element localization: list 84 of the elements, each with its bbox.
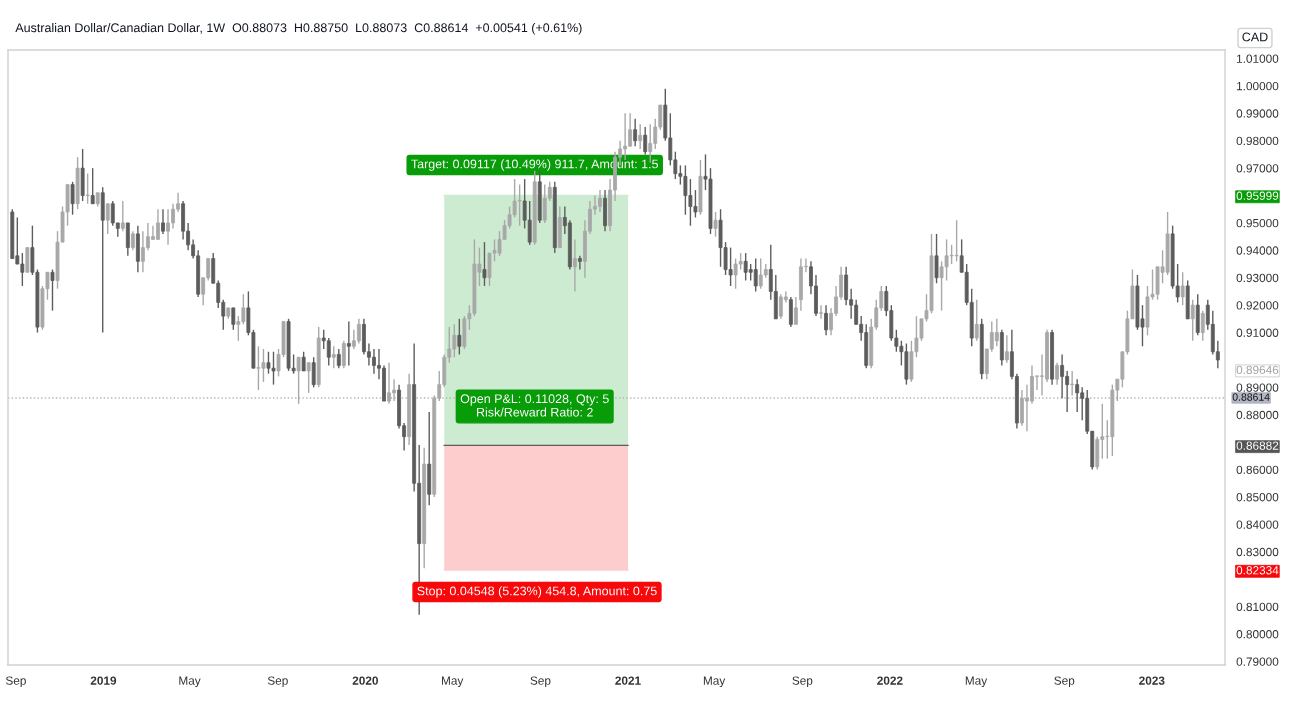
candlestick	[713, 211, 718, 238]
y-tick-label: 0.92000	[1236, 301, 1279, 310]
y-tick-label: 0.98000	[1236, 136, 1279, 146]
candlestick	[130, 230, 135, 252]
candlestick	[1180, 271, 1185, 306]
x-tick-label: May	[965, 676, 988, 688]
y-tick-label: 0.91000	[1236, 328, 1279, 337]
y-tick-label: 0.79000	[1236, 657, 1279, 666]
y-tick-label: 0.93000	[1236, 273, 1279, 283]
x-tick-label: May	[441, 676, 464, 688]
x-tick-label: 2019	[90, 676, 117, 685]
candlestick	[1190, 298, 1195, 342]
candlestick	[331, 345, 336, 369]
candlestick	[994, 318, 999, 347]
y-tick-label: 0.95000	[1236, 218, 1279, 228]
chart-title: Australian Dollar/Canadian Dollar, 1W O0.88073 H0.88750 L0.88073 C0.88614 +0.00541 (+0.61%)	[15, 22, 582, 35]
candlestick	[819, 304, 823, 320]
candlestick	[341, 340, 346, 369]
y-tick-label: 0.84000	[1236, 520, 1279, 529]
candlestick	[105, 203, 110, 235]
candlestick	[643, 126, 648, 156]
y-tick-label: 0.85000	[1236, 493, 1279, 502]
x-tick-label: May	[703, 676, 726, 688]
candlestick	[482, 241, 487, 287]
annotation: Open P&L: 0.11028, Qty: 5 Risk/Reward Ratio: 2	[460, 394, 609, 417]
candlestick	[457, 318, 462, 356]
ref-line-label: 0.88614	[1232, 393, 1270, 401]
y-tick-label: 0.94000	[1236, 246, 1279, 255]
y-tick-label: 0.99000	[1236, 109, 1279, 118]
y-tick-label: 0.95999	[1236, 191, 1279, 200]
candlestick	[161, 208, 165, 235]
y-tick-label: 0.80000	[1236, 630, 1279, 639]
annotation: Stop: 0.04548 (5.23%) 454.8, Amount: 0.75	[417, 586, 657, 598]
y-tick-label: 0.81000	[1236, 602, 1279, 612]
candlestick	[346, 320, 351, 367]
y-tick-label: 0.97000	[1236, 164, 1279, 173]
x-tick-label: 2022	[877, 676, 903, 685]
y-tick-label: 0.86882	[1236, 441, 1279, 450]
y-tick-label: 1.01000	[1237, 54, 1279, 63]
candlestick	[1200, 309, 1205, 342]
y-tick-label: 0.89000	[1236, 383, 1279, 392]
candlestick	[90, 167, 95, 205]
x-tick-label: Sep	[792, 676, 813, 688]
candlestick	[753, 257, 758, 293]
text: CAD	[1242, 32, 1268, 42]
candlestick	[974, 298, 979, 342]
x-tick-label: 2020	[352, 676, 378, 685]
x-tick-label: Sep	[530, 676, 551, 688]
candlestick	[1075, 378, 1080, 413]
candlestick	[301, 351, 306, 372]
candlestick	[306, 362, 311, 394]
y-tick-label: 0.88000	[1236, 410, 1279, 420]
y-tick-label: 0.89646	[1236, 365, 1279, 375]
candlestick	[50, 268, 55, 312]
candlestick	[638, 123, 643, 150]
candlestick	[120, 200, 125, 232]
y-tick-label: 0.86000	[1236, 465, 1279, 474]
y-tick-label: 0.82334	[1236, 566, 1279, 575]
candlestick	[296, 356, 301, 405]
candlestick	[311, 356, 316, 389]
candlestick	[85, 172, 90, 205]
candlestick	[326, 337, 331, 367]
candlestick	[824, 304, 828, 336]
y-tick-label: 1.00000	[1237, 81, 1279, 91]
x-tick-label: 2023	[1139, 676, 1165, 685]
x-tick-label: Sep	[267, 676, 288, 688]
candlestick	[1070, 370, 1075, 397]
x-tick-label: 2021	[615, 676, 641, 685]
y-tick-label: 0.83000	[1236, 547, 1279, 557]
candlestick	[70, 181, 75, 216]
candlestick	[1055, 362, 1060, 386]
x-tick-label: May	[179, 676, 201, 688]
candlestick	[572, 238, 577, 293]
candlestick	[231, 307, 236, 331]
candlestick	[336, 348, 341, 369]
candlestick	[1004, 334, 1009, 364]
candlestick	[356, 318, 361, 345]
candlestick	[577, 255, 582, 271]
candlestick	[633, 118, 638, 147]
x-tick-label: Sep	[5, 676, 26, 688]
candlestick	[934, 233, 939, 284]
candlestick	[1060, 353, 1065, 400]
candlestick	[793, 296, 798, 326]
x-tick-label: Sep	[1054, 676, 1075, 688]
